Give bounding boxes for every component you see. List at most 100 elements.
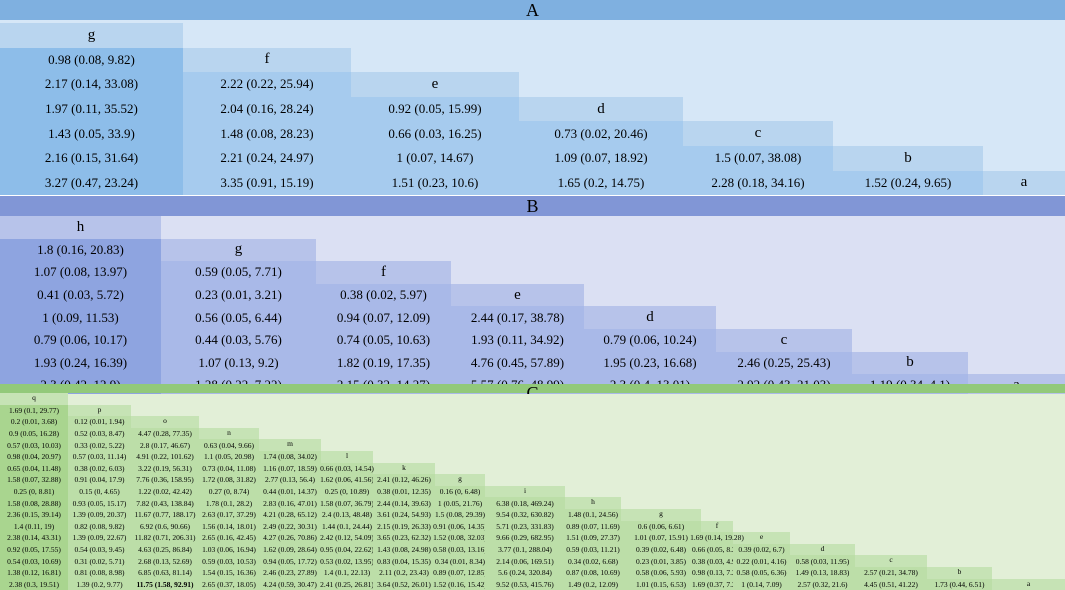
comparison-cell: 1.69 (0.14, 19.28) — [690, 532, 744, 544]
comparison-cell: 0.65 (0.04, 11.48) — [0, 462, 68, 475]
comparison-cell: 0.38 (0.03, 4.99) — [692, 555, 742, 567]
comparison-cell: 0.56 (0.05, 6.44) — [161, 306, 316, 329]
comparison-cell: 3.64 (0.52, 26.01) — [373, 578, 435, 590]
comparison-cell: 4.21 (0.28, 65.12) — [259, 509, 321, 521]
comparison-cell: 2.21 (0.24, 24.97) — [183, 146, 351, 171]
comparison-cell: 0.16 (0, 6.48) — [435, 485, 485, 498]
comparison-cell: 3.77 (0.1, 288.04) — [485, 543, 565, 556]
comparison-cell: 4.76 (0.45, 57.89) — [451, 351, 584, 375]
comparison-cell: 1.65 (0.2, 14.75) — [519, 170, 683, 196]
comparison-cell: 0.89 (0.07, 11.69) — [565, 520, 621, 533]
comparison-cell: 9.54 (0.32, 630.82) — [485, 509, 565, 521]
diagonal-label: f — [316, 261, 451, 284]
comparison-cell: 1.54 (0.15, 16.36) — [199, 567, 259, 579]
comparison-cell: 2.63 (0.17, 37.29) — [199, 509, 259, 521]
comparison-cell: 2.41 (0.25, 26.81) — [320, 578, 374, 590]
comparison-cell: 1 (0.09, 11.53) — [0, 306, 161, 329]
comparison-cell: 0.91 (0.06, 14.35) — [433, 520, 487, 533]
diagonal-label: m — [259, 439, 321, 451]
diagonal-label: c — [683, 121, 833, 146]
comparison-cell: 1.58 (0.07, 32.88) — [0, 474, 68, 486]
comparison-cell: 1.52 (0.08, 32.03) — [433, 532, 487, 544]
comparison-cell: 0.98 (0.08, 9.82) — [0, 47, 183, 73]
comparison-cell: 1.16 (0.07, 18.59) — [259, 462, 321, 475]
comparison-cell: 1.39 (0.09, 20.37) — [68, 509, 131, 521]
comparison-cell: 7.76 (0.36, 158.95) — [131, 474, 199, 486]
comparison-cell: 2.16 (0.15, 31.64) — [0, 146, 183, 171]
comparison-cell: 2.77 (0.13, 56.4) — [259, 474, 321, 486]
diagonal-label: a — [992, 578, 1065, 590]
comparison-cell: 2.57 (0.21, 34.78) — [855, 567, 927, 579]
diagonal-label: q — [0, 393, 68, 405]
comparison-cell: 2.68 (0.13, 52.69) — [131, 555, 199, 567]
comparison-cell: 4.91 (0.22, 101.62) — [131, 451, 199, 463]
comparison-cell: 0.93 (0.05, 15.17) — [68, 497, 131, 509]
diagonal-label: c — [716, 329, 852, 352]
comparison-cell: 2.28 (0.18, 34.16) — [683, 170, 833, 196]
comparison-cell: 0.12 (0.01, 1.94) — [68, 416, 131, 428]
comparison-cell: 0.41 (0.03, 5.72) — [0, 283, 161, 307]
comparison-cell: 0.59 (0.05, 7.71) — [161, 261, 316, 284]
comparison-cell: 0.9 (0.05, 16.28) — [0, 427, 68, 440]
comparison-cell: 0.66 (0.03, 16.25) — [351, 121, 519, 146]
comparison-cell: 0.15 (0, 4.65) — [68, 485, 131, 498]
comparison-cell: 1.78 (0.1, 28.2) — [199, 497, 259, 509]
comparison-cell: 1.95 (0.23, 16.68) — [584, 351, 716, 375]
comparison-cell: 0.74 (0.05, 10.63) — [316, 329, 451, 352]
panel-b: Bhgfedcba1.8 (0.16, 20.83)1.07 (0.08, 13… — [0, 196, 1065, 397]
comparison-cell: 5.6 (0.24, 320.84) — [485, 567, 565, 579]
comparison-cell: 1.73 (0.44, 6.51) — [927, 578, 992, 590]
comparison-cell: 0.44 (0.01, 14.37) — [259, 485, 321, 498]
comparison-cell: 1.39 (0.09, 22.67) — [68, 532, 131, 544]
comparison-cell: 2.8 (0.17, 46.67) — [131, 439, 199, 451]
comparison-cell: 1.07 (0.13, 9.2) — [161, 351, 316, 375]
comparison-cell: 9.52 (0.53, 415.76) — [485, 578, 565, 590]
diagonal-label: e — [733, 532, 790, 544]
comparison-cell: 0.94 (0.05, 17.72) — [259, 555, 321, 567]
comparison-cell: 2.17 (0.14, 33.08) — [0, 72, 183, 97]
comparison-cell: 0.23 (0.01, 3.85) — [621, 555, 701, 567]
comparison-cell: 2.46 (0.23, 27.89) — [259, 567, 321, 579]
comparison-cell: 0.59 (0.03, 10.53) — [199, 555, 259, 567]
comparison-cell: 2.14 (0.06, 169.51) — [485, 555, 565, 567]
comparison-cell: 2.22 (0.22, 25.94) — [183, 72, 351, 97]
comparison-cell: 0.81 (0.08, 8.98) — [68, 567, 131, 579]
diagonal-label: b — [833, 146, 983, 171]
comparison-cell: 2.04 (0.16, 28.24) — [183, 96, 351, 122]
diagonal-label: d — [790, 543, 855, 556]
comparison-cell: 3.35 (0.91, 15.19) — [183, 170, 351, 196]
comparison-cell: 0.79 (0.06, 10.24) — [584, 329, 716, 352]
comparison-cell: 0.25 (0, 10.89) — [321, 485, 373, 498]
comparison-cell: 1.58 (0.08, 28.88) — [0, 497, 68, 509]
comparison-cell: 3.61 (0.24, 54.93) — [373, 509, 435, 521]
comparison-cell: 0.54 (0.03, 10.69) — [0, 555, 68, 567]
comparison-cell: 2.38 (0.14, 43.31) — [0, 532, 68, 544]
comparison-cell: 6.38 (0.18, 469.24) — [485, 497, 565, 509]
diagonal-label: a — [983, 170, 1065, 196]
comparison-cell: 0.2 (0.01, 3.68) — [0, 416, 68, 428]
comparison-cell: 0.39 (0.02, 6.48) — [621, 543, 701, 556]
comparison-cell: 6.92 (0.6, 90.66) — [131, 520, 199, 533]
comparison-cell: 1.43 (0.08, 24.98) — [373, 543, 435, 556]
diagonal-label: e — [451, 283, 584, 307]
diagonal-label: l — [321, 451, 373, 463]
comparison-cell: 2.65 (0.16, 42.45) — [199, 532, 259, 544]
comparison-cell: 2.65 (0.37, 18.05) — [199, 578, 259, 590]
diagonal-label: b — [852, 351, 968, 375]
comparison-cell: 1 (0.05, 21.76) — [435, 497, 485, 509]
comparison-cell: 2.44 (0.14, 39.63) — [373, 497, 435, 509]
comparison-cell: 0.58 (0.05, 6.36) — [733, 567, 790, 579]
comparison-cell: 2.49 (0.22, 30.31) — [259, 520, 321, 533]
diagonal-label: e — [351, 72, 519, 97]
comparison-cell: 0.94 (0.07, 12.09) — [316, 306, 451, 329]
comparison-cell: 11.82 (0.71, 206.31) — [131, 532, 199, 544]
diagonal-label: g — [435, 474, 485, 486]
comparison-cell: 2.83 (0.16, 47.01) — [259, 497, 321, 509]
comparison-cell: 0.91 (0.04, 17.9) — [68, 474, 131, 486]
comparison-cell: 1.93 (0.24, 16.39) — [0, 351, 161, 375]
comparison-cell: 1.52 (0.24, 9.65) — [833, 170, 983, 196]
comparison-cell: 1.58 (0.07, 36.79) — [320, 497, 374, 509]
comparison-cell: 0.73 (0.02, 20.46) — [519, 121, 683, 146]
panel-title: B — [0, 196, 1065, 216]
